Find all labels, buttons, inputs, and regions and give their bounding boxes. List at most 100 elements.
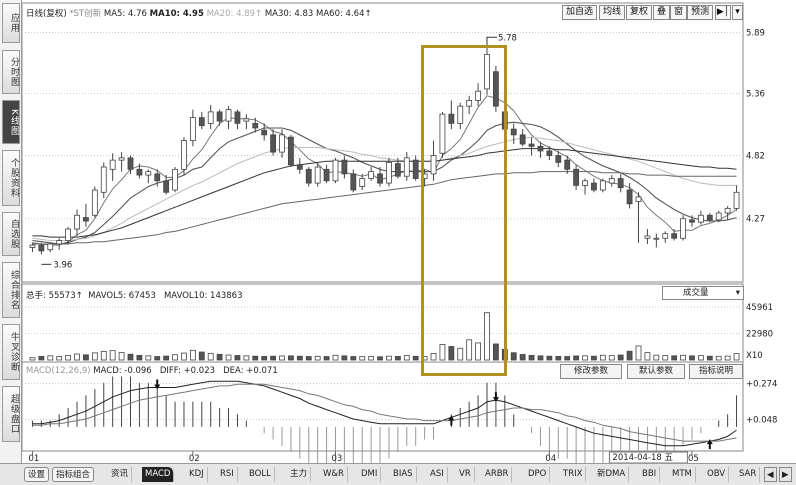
- volume-bar: [564, 356, 571, 361]
- tab-sar[interactable]: SAR: [736, 467, 761, 482]
- sidebar-item-diagnosis[interactable]: 牛叉诊断: [2, 324, 20, 380]
- volume-bar: [733, 353, 740, 361]
- candle: [457, 105, 464, 124]
- forecast-button[interactable]: 预测: [687, 5, 714, 20]
- tab-rsi[interactable]: RSI: [217, 467, 238, 482]
- volume-bar: [528, 354, 535, 361]
- candle: [47, 243, 54, 251]
- sidebar-item-profile[interactable]: 个股资料: [2, 150, 20, 206]
- volume-bar: [466, 339, 473, 361]
- window-button[interactable]: 窗: [670, 5, 688, 20]
- candle: [74, 214, 80, 230]
- candle: [118, 157, 125, 161]
- volume-bar: [234, 355, 241, 361]
- tab-dpo[interactable]: DPO: [525, 467, 551, 482]
- macd-params: MACD(12,26,9): [26, 366, 91, 376]
- step-forward-icon[interactable]: ▶│: [715, 5, 731, 20]
- volume-bar: [243, 355, 250, 361]
- tab-news[interactable]: 资讯: [108, 467, 133, 482]
- candle: [181, 140, 187, 170]
- tab-mtm[interactable]: MTM: [669, 467, 696, 482]
- tab-combos[interactable]: 指标组合: [52, 467, 95, 482]
- indicator-select[interactable]: 成交量 ▾: [662, 286, 744, 300]
- volume-bar: [457, 347, 464, 361]
- sidebar: 应用 分时图 K线图 个股资料 自选股 综合排名 牛叉诊断 超级盘口: [0, 0, 22, 463]
- volume-bar: [261, 356, 268, 361]
- volume-bar: [412, 355, 419, 361]
- volume-bar: [225, 354, 232, 361]
- tab-bias[interactable]: BIAS: [390, 467, 417, 482]
- price-panel-frame: [21, 2, 744, 283]
- scroll-left-icon[interactable]: ◀: [764, 467, 777, 482]
- volume-bar: [270, 355, 276, 361]
- candle: [430, 155, 437, 175]
- sidebar-item-kline[interactable]: K线图: [2, 100, 20, 144]
- volume-bar: [475, 342, 481, 361]
- candle: [145, 171, 152, 176]
- candle: [38, 244, 45, 252]
- tab-main-force[interactable]: 主力: [287, 467, 312, 482]
- volume-bar: [216, 353, 223, 361]
- golden-cross-arrow: [706, 439, 713, 450]
- ma5-value: MA5: 4.76: [103, 9, 147, 19]
- mavol5-value: MAVOL5: 67453: [88, 291, 156, 301]
- candle: [448, 113, 455, 124]
- candle: [724, 207, 731, 214]
- candle: [172, 168, 178, 191]
- tab-settings[interactable]: 设置: [24, 467, 50, 482]
- adjust-button[interactable]: 复权: [626, 5, 653, 20]
- stock-name: *ST创新: [69, 9, 102, 19]
- candle: [484, 54, 490, 90]
- scroll-right-icon[interactable]: ▶: [779, 467, 792, 482]
- candle: [207, 111, 214, 124]
- tab-dmi[interactable]: DMI: [358, 467, 382, 482]
- high-price-label: 5.78: [498, 33, 517, 43]
- tab-asi[interactable]: ASI: [427, 467, 448, 482]
- tab-arbr[interactable]: ARBR: [482, 467, 513, 482]
- volume-bar: [635, 345, 642, 361]
- tab-trix[interactable]: TRIX: [560, 467, 587, 482]
- x-axis-label: 05: [688, 454, 699, 463]
- sidebar-item-ranking[interactable]: 综合排名: [2, 262, 20, 318]
- caret-down-icon[interactable]: ▾: [732, 5, 743, 20]
- volume-bar: [573, 355, 580, 361]
- modify-params-button[interactable]: 修改参数: [560, 364, 622, 379]
- macd-value: MACD: -0.096: [93, 366, 152, 376]
- sidebar-item-watchlist[interactable]: 自选股: [2, 212, 20, 256]
- ma-button[interactable]: 均线: [599, 5, 626, 20]
- volume-bar: [493, 343, 499, 361]
- candle: [626, 189, 633, 205]
- candle: [493, 71, 499, 107]
- tab-macd[interactable]: MACD: [142, 467, 175, 482]
- candle: [332, 159, 339, 182]
- tab-wr[interactable]: W&R: [320, 467, 348, 482]
- sidebar-item-timeshare[interactable]: 分时图: [2, 50, 20, 94]
- volume-bar: [145, 355, 152, 361]
- candle: [608, 178, 615, 184]
- volume-bar: [653, 354, 660, 361]
- volume-bar: [510, 352, 517, 361]
- tab-boll[interactable]: BOLL: [246, 467, 275, 482]
- candle: [109, 159, 116, 170]
- default-params-button[interactable]: 默认参数: [627, 364, 685, 379]
- tab-vr[interactable]: VR: [456, 467, 475, 482]
- golden-cross-arrow: [448, 415, 455, 426]
- indicator-help-button[interactable]: 指标说明: [689, 364, 743, 379]
- sidebar-item-orderbook[interactable]: 超级盘口: [2, 386, 20, 442]
- volume-bar: [279, 355, 285, 361]
- add-watchlist-button[interactable]: 加自选: [562, 5, 598, 20]
- tab-bbi[interactable]: BBI: [639, 467, 661, 482]
- volume-bar: [368, 356, 375, 361]
- volume-bar: [314, 355, 321, 361]
- volume-bar: [546, 355, 553, 361]
- sidebar-item-apps[interactable]: 应用: [2, 3, 20, 43]
- macd-panel-frame: [21, 361, 744, 452]
- tab-obv[interactable]: OBV: [704, 467, 730, 482]
- ma-line-ma10: [32, 121, 737, 245]
- volume-bar: [697, 355, 704, 361]
- overlay-button[interactable]: 叠: [653, 5, 671, 20]
- candle: [189, 117, 196, 142]
- tab-kdj[interactable]: KDJ: [186, 467, 208, 482]
- candle: [270, 134, 276, 153]
- tab-dma[interactable]: 新DMA: [594, 467, 630, 482]
